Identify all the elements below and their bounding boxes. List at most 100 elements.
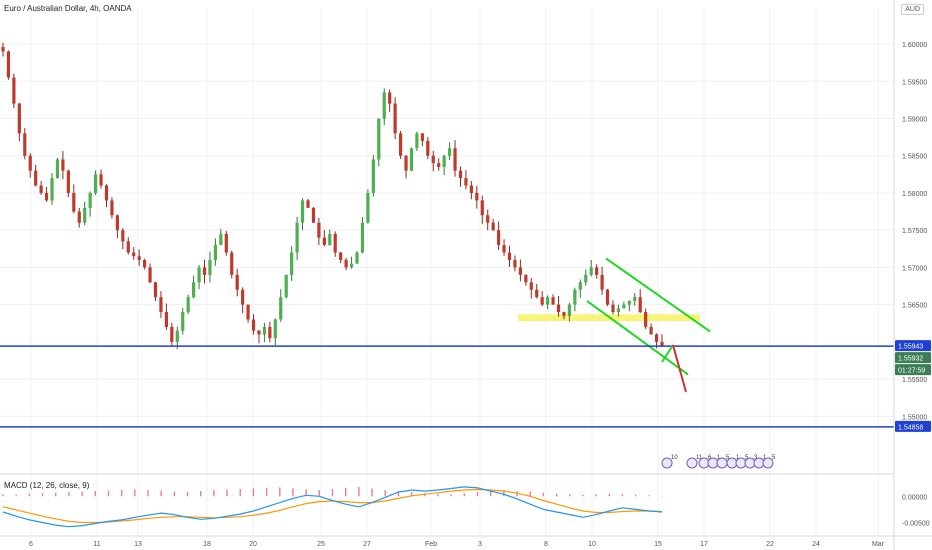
candle bbox=[529, 278, 533, 299]
event-badge[interactable]: 10 bbox=[661, 455, 678, 469]
countdown-label-bg bbox=[895, 364, 931, 376]
candle-body bbox=[497, 230, 501, 246]
badge-count: 3 bbox=[754, 455, 758, 461]
event-badge[interactable]: 11 bbox=[686, 455, 703, 469]
candle-body bbox=[202, 267, 207, 275]
candle bbox=[562, 311, 566, 320]
candle bbox=[480, 195, 484, 225]
candle bbox=[540, 291, 544, 307]
candle bbox=[241, 287, 245, 314]
y-tick-label: 1.55500 bbox=[902, 377, 927, 384]
candle bbox=[181, 308, 185, 335]
candle-body bbox=[371, 159, 375, 193]
candle-body bbox=[453, 148, 457, 171]
candle bbox=[246, 304, 250, 323]
candle-body bbox=[300, 200, 305, 223]
candle-body bbox=[208, 259, 212, 275]
candle-body bbox=[415, 133, 419, 149]
candle bbox=[83, 201, 87, 226]
x-tick-label: 22 bbox=[766, 541, 774, 548]
candle bbox=[486, 209, 490, 231]
candle-body bbox=[382, 92, 386, 119]
candle-body bbox=[55, 159, 60, 179]
candle bbox=[660, 334, 664, 347]
candle bbox=[600, 266, 604, 295]
x-tick-label: 20 bbox=[249, 541, 257, 548]
candle-body bbox=[529, 282, 533, 290]
candle-body bbox=[12, 77, 16, 104]
candle bbox=[611, 300, 615, 315]
x-tick-label: 3 bbox=[478, 541, 482, 548]
arrow-down bbox=[672, 344, 687, 393]
macd-title: MACD (12, 26, close, 9) bbox=[4, 481, 90, 490]
y-tick-label: 1.59000 bbox=[902, 117, 927, 124]
candle bbox=[404, 155, 408, 179]
grid bbox=[0, 8, 894, 535]
candle-body bbox=[491, 222, 495, 231]
candle bbox=[186, 294, 190, 315]
lower-line-label-text: 1.54858 bbox=[898, 424, 923, 431]
candle-body bbox=[17, 103, 21, 134]
candle-body bbox=[306, 200, 310, 208]
candle-body bbox=[246, 304, 250, 320]
candle bbox=[23, 128, 27, 160]
candle-body bbox=[442, 155, 446, 167]
candle bbox=[230, 250, 234, 279]
candle bbox=[6, 50, 11, 80]
macd-tick-label: 0.00000 bbox=[902, 494, 927, 501]
candle bbox=[39, 181, 43, 196]
x-tick-label: 8 bbox=[544, 541, 548, 548]
candle-body bbox=[317, 222, 321, 238]
candle bbox=[115, 214, 119, 239]
candle-body bbox=[50, 178, 54, 201]
candle-body bbox=[339, 252, 343, 260]
candle-body bbox=[426, 140, 430, 156]
candle bbox=[595, 264, 599, 279]
badge-count: 1 bbox=[736, 455, 740, 461]
candle-body bbox=[638, 297, 642, 313]
candle-body bbox=[595, 267, 599, 275]
candle bbox=[398, 130, 403, 159]
candle-body bbox=[115, 215, 119, 231]
y-tick-label: 1.57000 bbox=[902, 265, 927, 272]
candle bbox=[431, 150, 435, 172]
x-tick-label: 10 bbox=[588, 541, 596, 548]
candle bbox=[524, 274, 528, 286]
candle bbox=[649, 323, 653, 335]
candle bbox=[382, 88, 386, 126]
badge-count: 5 bbox=[745, 455, 749, 461]
candle-body bbox=[447, 148, 452, 156]
candle-body bbox=[311, 207, 316, 223]
candle bbox=[284, 274, 288, 299]
candle-body bbox=[556, 304, 561, 313]
lower-line-label: 1.54858 bbox=[895, 420, 931, 432]
candle-body bbox=[241, 289, 245, 305]
candle bbox=[355, 251, 359, 264]
candle bbox=[295, 216, 299, 261]
event-badge[interactable]: 5 bbox=[762, 455, 776, 469]
candle bbox=[121, 228, 125, 250]
candle bbox=[366, 189, 370, 224]
candle bbox=[388, 89, 392, 112]
x-tick-label: 17 bbox=[700, 541, 708, 548]
candle-body bbox=[584, 274, 588, 283]
candle bbox=[622, 301, 626, 309]
candle-body bbox=[268, 326, 272, 339]
candle-body bbox=[589, 267, 593, 275]
candle-body bbox=[480, 200, 484, 216]
y-tick-label: 1.58500 bbox=[902, 154, 927, 161]
candle bbox=[164, 303, 168, 330]
candle-body bbox=[137, 256, 141, 260]
currency-badge[interactable]: AUD bbox=[901, 4, 924, 15]
macd-pane bbox=[2, 486, 663, 528]
candle bbox=[202, 259, 207, 284]
candle-body bbox=[186, 297, 190, 313]
candle-body bbox=[437, 163, 441, 167]
candle bbox=[110, 197, 114, 219]
candle bbox=[66, 169, 70, 197]
bid-price-label-text: 1.55943 bbox=[898, 344, 923, 351]
candle-body bbox=[66, 170, 70, 193]
candle-body bbox=[132, 252, 136, 257]
candle bbox=[224, 231, 228, 256]
